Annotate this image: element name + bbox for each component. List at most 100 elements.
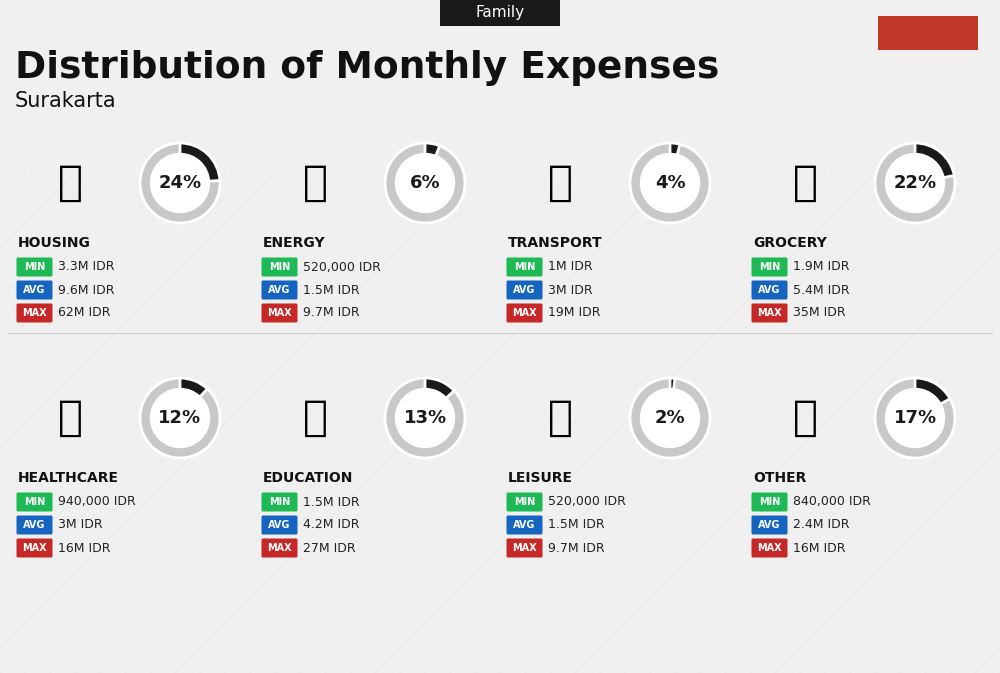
Text: 🛍: 🛍 bbox=[548, 397, 572, 439]
Text: 🏢: 🏢 bbox=[58, 162, 82, 204]
Text: 🧡: 🧡 bbox=[58, 397, 82, 439]
FancyBboxPatch shape bbox=[507, 493, 542, 511]
Text: MAX: MAX bbox=[267, 543, 292, 553]
Wedge shape bbox=[915, 378, 950, 404]
FancyBboxPatch shape bbox=[262, 304, 298, 322]
Text: MAX: MAX bbox=[757, 308, 782, 318]
Text: AVG: AVG bbox=[268, 520, 291, 530]
Text: 17%: 17% bbox=[893, 409, 937, 427]
Wedge shape bbox=[630, 378, 710, 458]
Text: 16M IDR: 16M IDR bbox=[58, 542, 110, 555]
Text: 💰: 💰 bbox=[792, 397, 818, 439]
Text: MIN: MIN bbox=[514, 497, 535, 507]
Wedge shape bbox=[915, 143, 954, 178]
FancyBboxPatch shape bbox=[752, 258, 788, 277]
Text: 520,000 IDR: 520,000 IDR bbox=[548, 495, 626, 509]
Text: 1.5M IDR: 1.5M IDR bbox=[303, 283, 360, 297]
FancyBboxPatch shape bbox=[752, 304, 788, 322]
Wedge shape bbox=[875, 378, 955, 458]
Text: MIN: MIN bbox=[24, 497, 45, 507]
FancyBboxPatch shape bbox=[16, 304, 52, 322]
Text: 2%: 2% bbox=[655, 409, 685, 427]
Text: MIN: MIN bbox=[514, 262, 535, 272]
Text: AVG: AVG bbox=[513, 285, 536, 295]
Text: HEALTHCARE: HEALTHCARE bbox=[18, 471, 119, 485]
FancyBboxPatch shape bbox=[752, 516, 788, 534]
Text: 🎓: 🎓 bbox=[302, 397, 328, 439]
Text: MIN: MIN bbox=[759, 497, 780, 507]
FancyBboxPatch shape bbox=[507, 516, 542, 534]
Text: 4%: 4% bbox=[655, 174, 685, 192]
Text: 1.9M IDR: 1.9M IDR bbox=[793, 260, 850, 273]
Text: 9.7M IDR: 9.7M IDR bbox=[303, 306, 360, 320]
Wedge shape bbox=[180, 143, 220, 181]
FancyBboxPatch shape bbox=[507, 304, 542, 322]
Circle shape bbox=[397, 390, 453, 446]
Wedge shape bbox=[670, 143, 680, 155]
FancyBboxPatch shape bbox=[507, 281, 542, 299]
FancyBboxPatch shape bbox=[262, 281, 298, 299]
FancyBboxPatch shape bbox=[16, 281, 52, 299]
Text: 3M IDR: 3M IDR bbox=[548, 283, 593, 297]
FancyBboxPatch shape bbox=[507, 538, 542, 557]
Wedge shape bbox=[670, 378, 675, 390]
FancyBboxPatch shape bbox=[440, 0, 560, 26]
Text: MIN: MIN bbox=[269, 262, 290, 272]
Circle shape bbox=[642, 155, 698, 211]
Text: 35M IDR: 35M IDR bbox=[793, 306, 846, 320]
Circle shape bbox=[397, 155, 453, 211]
Text: 62M IDR: 62M IDR bbox=[58, 306, 110, 320]
Text: 4.2M IDR: 4.2M IDR bbox=[303, 518, 360, 532]
Wedge shape bbox=[425, 378, 454, 398]
Circle shape bbox=[887, 155, 943, 211]
Text: 5.4M IDR: 5.4M IDR bbox=[793, 283, 850, 297]
FancyBboxPatch shape bbox=[752, 493, 788, 511]
Text: 840,000 IDR: 840,000 IDR bbox=[793, 495, 871, 509]
Text: 1.5M IDR: 1.5M IDR bbox=[548, 518, 605, 532]
Text: 22%: 22% bbox=[893, 174, 937, 192]
Wedge shape bbox=[385, 143, 465, 223]
Text: 9.6M IDR: 9.6M IDR bbox=[58, 283, 114, 297]
Text: 3M IDR: 3M IDR bbox=[58, 518, 103, 532]
Text: AVG: AVG bbox=[758, 520, 781, 530]
Text: OTHER: OTHER bbox=[753, 471, 806, 485]
Text: MAX: MAX bbox=[22, 308, 47, 318]
Circle shape bbox=[642, 390, 698, 446]
Text: TRANSPORT: TRANSPORT bbox=[508, 236, 603, 250]
Wedge shape bbox=[630, 143, 710, 223]
Text: 940,000 IDR: 940,000 IDR bbox=[58, 495, 136, 509]
FancyBboxPatch shape bbox=[878, 16, 978, 50]
Wedge shape bbox=[875, 143, 955, 223]
Text: 3.3M IDR: 3.3M IDR bbox=[58, 260, 114, 273]
Text: 24%: 24% bbox=[158, 174, 202, 192]
Text: 19M IDR: 19M IDR bbox=[548, 306, 600, 320]
Wedge shape bbox=[425, 143, 440, 156]
FancyBboxPatch shape bbox=[16, 258, 52, 277]
FancyBboxPatch shape bbox=[507, 258, 542, 277]
FancyBboxPatch shape bbox=[752, 538, 788, 557]
Text: 520,000 IDR: 520,000 IDR bbox=[303, 260, 381, 273]
Text: 2.4M IDR: 2.4M IDR bbox=[793, 518, 850, 532]
Text: 9.7M IDR: 9.7M IDR bbox=[548, 542, 605, 555]
Wedge shape bbox=[385, 378, 465, 458]
Text: MIN: MIN bbox=[759, 262, 780, 272]
Text: EDUCATION: EDUCATION bbox=[263, 471, 353, 485]
Text: MAX: MAX bbox=[267, 308, 292, 318]
Text: GROCERY: GROCERY bbox=[753, 236, 827, 250]
Text: Surakarta: Surakarta bbox=[15, 91, 117, 111]
Wedge shape bbox=[140, 378, 220, 458]
Text: 16M IDR: 16M IDR bbox=[793, 542, 846, 555]
Circle shape bbox=[887, 390, 943, 446]
Text: 🛒: 🛒 bbox=[792, 162, 818, 204]
Circle shape bbox=[152, 390, 208, 446]
FancyBboxPatch shape bbox=[262, 493, 298, 511]
Text: 6%: 6% bbox=[410, 174, 440, 192]
Text: MAX: MAX bbox=[512, 543, 537, 553]
FancyBboxPatch shape bbox=[16, 493, 52, 511]
Text: ENERGY: ENERGY bbox=[263, 236, 326, 250]
Text: MAX: MAX bbox=[22, 543, 47, 553]
Text: Distribution of Monthly Expenses: Distribution of Monthly Expenses bbox=[15, 50, 719, 86]
Text: 🚌: 🚌 bbox=[548, 162, 572, 204]
Text: LEISURE: LEISURE bbox=[508, 471, 573, 485]
Wedge shape bbox=[180, 378, 207, 397]
